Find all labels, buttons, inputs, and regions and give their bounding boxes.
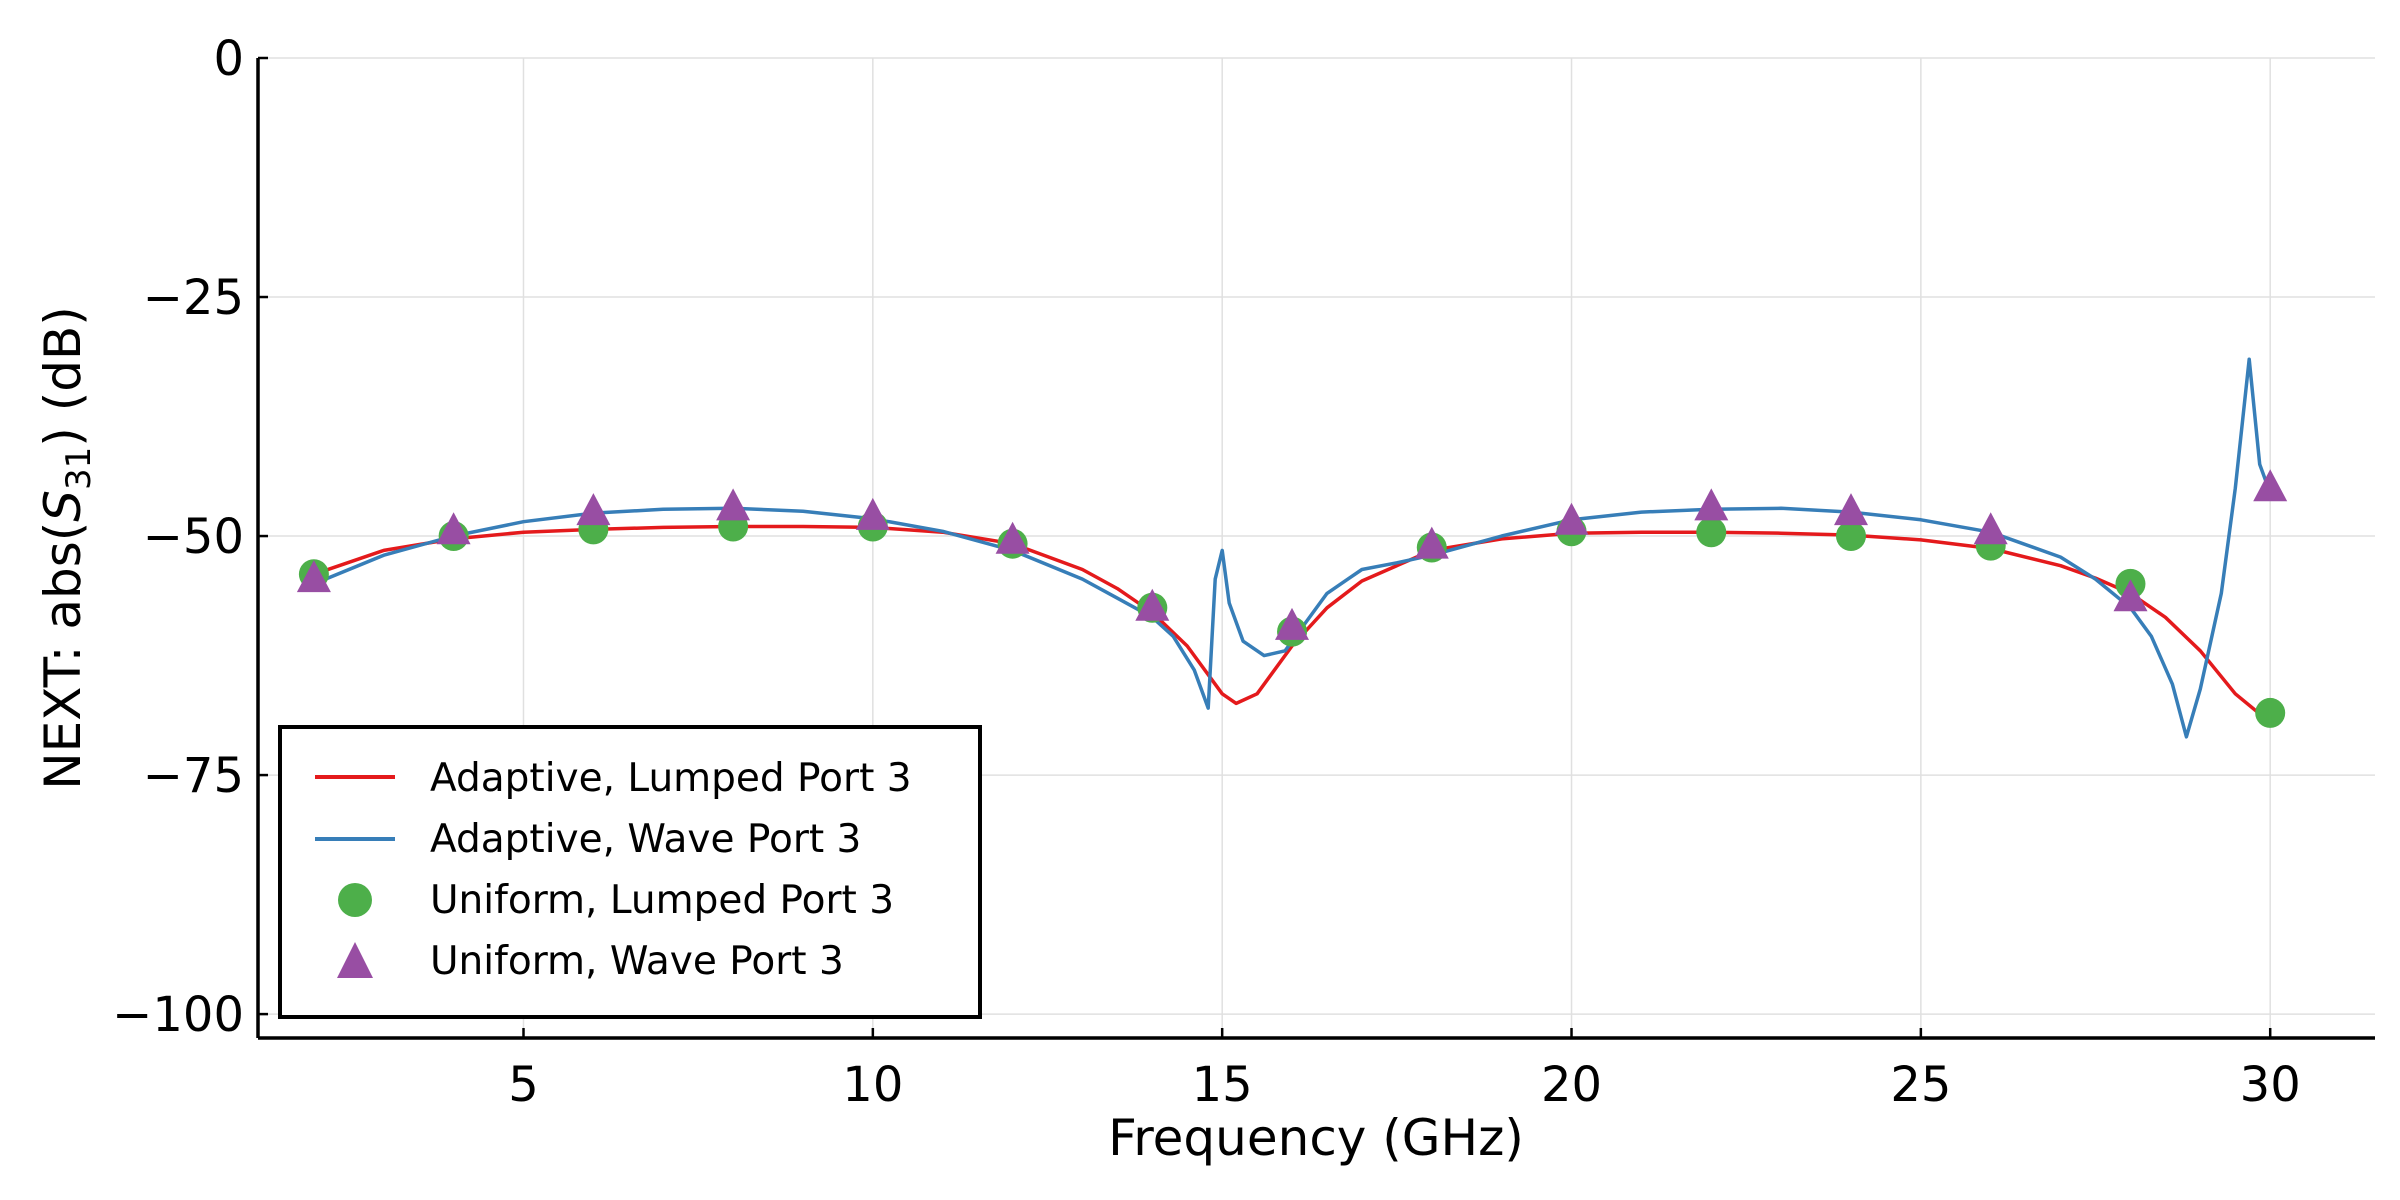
x-tick-label: 25	[1890, 1057, 1951, 1113]
y-tick-label: −75	[143, 748, 244, 804]
x-tick-label: 15	[1192, 1057, 1253, 1113]
data-point-circle	[1835, 521, 1866, 552]
data-point-triangle	[855, 497, 890, 530]
legend: Adaptive, Lumped Port 3 Adaptive, Wave P…	[278, 725, 982, 1019]
y-tick-label: −25	[143, 270, 244, 326]
data-point-triangle	[1973, 512, 2008, 545]
legend-label-uniform-lumped: Uniform, Lumped Port 3	[430, 878, 894, 923]
data-point-triangle	[2253, 469, 2288, 502]
x-axis-title: Frequency (GHz)	[1108, 1109, 1524, 1167]
legend-swatch-uniform-lumped	[338, 883, 372, 917]
data-point-triangle	[1135, 588, 1170, 621]
x-tick-label: 5	[508, 1057, 539, 1113]
data-point-triangle	[296, 560, 331, 593]
series-layer	[296, 357, 2288, 739]
data-point-triangle	[1554, 502, 1589, 535]
data-point-triangle	[2113, 579, 2148, 612]
axes-layer	[256, 56, 2375, 1040]
x-tick-label: 30	[2240, 1057, 2301, 1113]
legend-label-adaptive-wave: Adaptive, Wave Port 3	[430, 817, 861, 862]
data-point-triangle	[1694, 488, 1729, 521]
data-point-circle	[1696, 517, 1727, 548]
x-tick-label: 20	[1541, 1057, 1602, 1113]
legend-box	[278, 725, 982, 1019]
y-tick-label: −50	[143, 509, 244, 565]
data-point-triangle	[716, 488, 751, 521]
y-tick-label: 0	[213, 31, 244, 87]
data-point-triangle	[1414, 526, 1449, 559]
data-point-circle	[2255, 697, 2286, 728]
data-point-triangle	[995, 521, 1030, 554]
x-tick-label: 10	[842, 1057, 903, 1113]
data-point-triangle	[436, 512, 471, 545]
data-point-triangle	[1834, 493, 1868, 526]
y-axis-title: NEXT: abs(S31) (dB)	[34, 306, 99, 790]
legend-label-uniform-wave: Uniform, Wave Port 3	[430, 939, 844, 984]
legend-swatch-uniform-wave	[337, 942, 373, 978]
data-point-triangle	[1275, 607, 1309, 640]
tick-labels: 5 10 15 20 25 30 0 −25 −50 −75 −100	[112, 31, 2301, 1113]
legend-label-adaptive-lumped: Adaptive, Lumped Port 3	[430, 756, 912, 801]
data-point-triangle	[576, 493, 611, 526]
y-tick-label: −100	[112, 987, 244, 1043]
